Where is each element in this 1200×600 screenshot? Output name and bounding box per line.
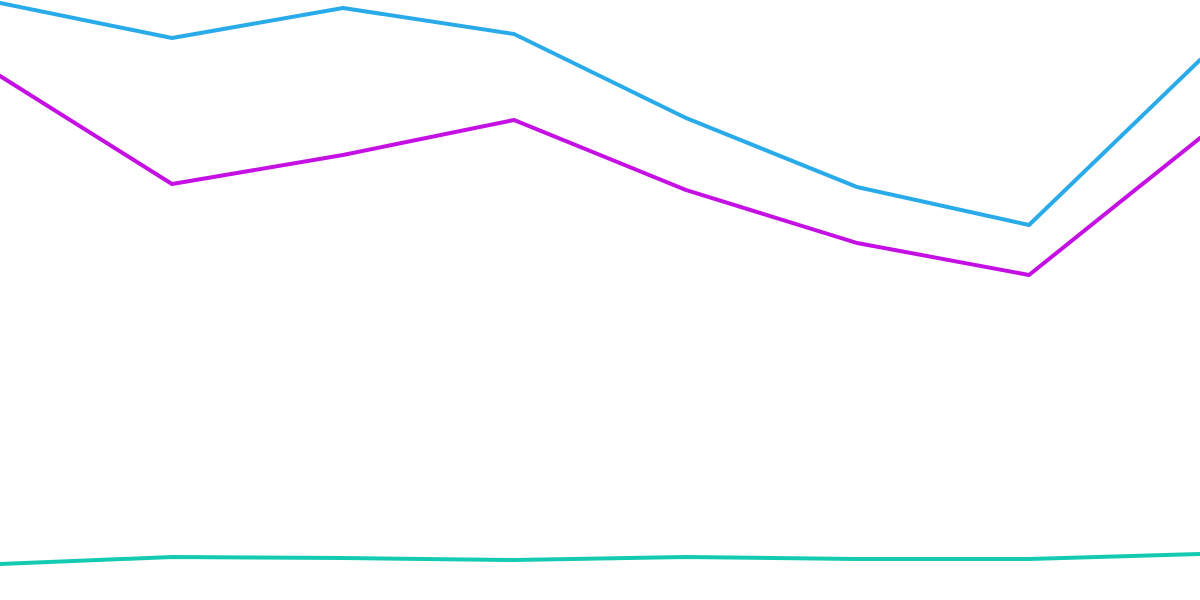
line-chart <box>0 0 1200 600</box>
chart-background <box>0 0 1200 600</box>
